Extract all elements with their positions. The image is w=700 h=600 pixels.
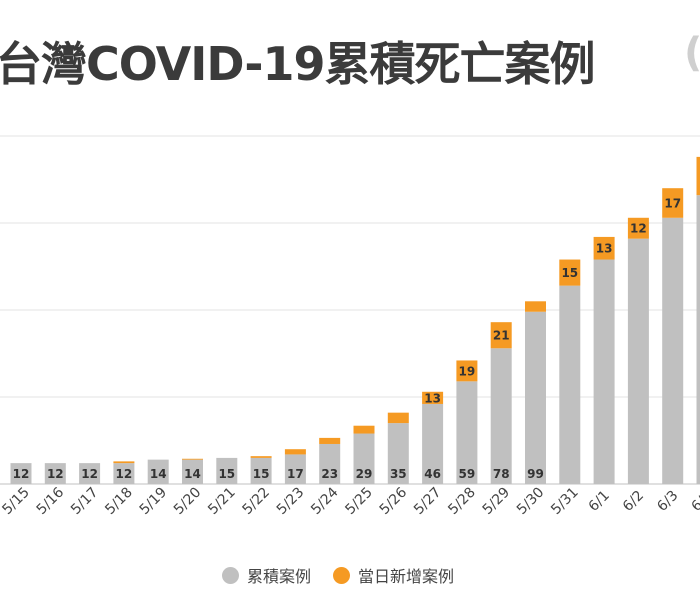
x-tick-label: 5/23 bbox=[274, 484, 308, 518]
data-label-cumulative: 17 bbox=[287, 467, 304, 481]
bar-daily-new bbox=[593, 236, 615, 260]
data-label-cumulative: 46 bbox=[424, 467, 441, 481]
x-tick-label: 5/28 bbox=[445, 484, 479, 518]
bar-cumulative bbox=[113, 463, 135, 484]
data-label-cumulative: 12 bbox=[47, 467, 64, 481]
chart-title-cutoff: ( bbox=[684, 30, 700, 76]
data-label-cumulative: 12 bbox=[13, 467, 30, 481]
bar-daily-new bbox=[182, 458, 203, 460]
bar-cumulative bbox=[456, 381, 478, 484]
legend-label-cumulative: 累積案例 bbox=[247, 567, 312, 586]
x-tick-label: 6/4 bbox=[689, 487, 700, 514]
bar-cumulative bbox=[627, 238, 649, 484]
x-tick-label: 5/22 bbox=[239, 484, 273, 518]
data-label-cumulative: 14 bbox=[150, 467, 167, 481]
bar-daily-new bbox=[113, 461, 135, 464]
data-label-cumulative: 99 bbox=[527, 467, 544, 481]
bar-daily-new bbox=[696, 156, 700, 196]
x-tick-label: 5/31 bbox=[548, 484, 582, 518]
legend-swatch-cumulative bbox=[222, 566, 239, 584]
bar-cumulative bbox=[182, 459, 203, 484]
data-label-cumulative: 14 bbox=[184, 467, 201, 481]
chart-legend: 累積案例 當日新增案例 bbox=[222, 563, 468, 587]
bar-cumulative bbox=[79, 463, 101, 484]
bar-cumulative bbox=[353, 433, 375, 484]
bar-daily-new bbox=[525, 301, 546, 312]
bar-cumulative bbox=[147, 459, 169, 484]
data-label-daily-new: 13 bbox=[596, 242, 613, 256]
bar-daily-new bbox=[250, 456, 272, 458]
bar-cumulative bbox=[216, 457, 238, 484]
bar-daily-new bbox=[319, 437, 341, 444]
data-label-cumulative: 15 bbox=[253, 467, 270, 481]
bar-daily-new bbox=[490, 322, 512, 349]
x-tick-label: 5/18 bbox=[102, 484, 136, 518]
data-label-cumulative: 12 bbox=[116, 467, 133, 481]
bar-cumulative bbox=[490, 348, 512, 484]
x-tick-label: 5/19 bbox=[137, 484, 171, 518]
stacked-bar-chart: 12 5/15 12 5/16 12 5/17 12 5/18 14 5/19 14 5/20 15 5/… bbox=[0, 135, 700, 518]
data-label-cumulative: 29 bbox=[356, 467, 373, 481]
x-tick-label: 6/1 bbox=[586, 488, 613, 515]
data-label-daily-new: 13 bbox=[424, 391, 441, 405]
bar-cumulative bbox=[422, 403, 444, 484]
x-tick-label: 5/26 bbox=[377, 484, 411, 518]
legend-swatch-daily-new bbox=[333, 566, 351, 584]
data-label-cumulative: 35 bbox=[390, 467, 407, 481]
x-tick-label: 5/30 bbox=[514, 484, 548, 518]
legend-item-daily-new: 當日新增案例 bbox=[333, 563, 454, 587]
bar-cumulative bbox=[525, 311, 546, 484]
x-tick-label: 5/29 bbox=[480, 484, 514, 518]
bar-cumulative bbox=[44, 463, 66, 484]
bar-cumulative bbox=[250, 457, 272, 484]
x-tick-label: 5/24 bbox=[308, 484, 342, 518]
chart-title: 台灣COVID-19累積死亡案例 bbox=[0, 37, 595, 91]
x-tick-label: 6/3 bbox=[654, 488, 681, 515]
bar-cumulative bbox=[696, 195, 700, 484]
bar-cumulative bbox=[559, 285, 581, 484]
data-label-cumulative: 23 bbox=[321, 467, 338, 481]
bar-daily-new bbox=[284, 449, 306, 455]
legend-label-daily-new: 當日新增案例 bbox=[358, 567, 455, 586]
data-label-daily-new: 12 bbox=[630, 222, 647, 236]
data-label-daily-new: 17 bbox=[664, 196, 681, 210]
bar-cumulative bbox=[319, 443, 341, 484]
bar-cumulative bbox=[10, 463, 32, 484]
x-tick-label: 5/16 bbox=[34, 484, 68, 518]
x-tick-label: 5/25 bbox=[342, 484, 376, 518]
bar-cumulative bbox=[284, 454, 306, 484]
data-label-daily-new: 15 bbox=[561, 266, 578, 280]
bar-daily-new bbox=[422, 391, 444, 404]
data-label-cumulative: 12 bbox=[81, 467, 98, 481]
x-tick-label: 5/27 bbox=[411, 484, 445, 518]
bar-daily-new bbox=[456, 360, 478, 382]
bar-daily-new bbox=[627, 217, 649, 239]
bar-daily-new bbox=[662, 188, 684, 218]
bar-daily-new bbox=[387, 412, 409, 424]
data-label-cumulative: 59 bbox=[459, 467, 476, 481]
data-label-cumulative: 15 bbox=[218, 467, 235, 481]
data-label-cumulative: 78 bbox=[493, 467, 510, 481]
data-label-daily-new: 19 bbox=[459, 364, 476, 378]
x-tick-label: 5/20 bbox=[171, 484, 205, 518]
bar-daily-new bbox=[353, 425, 375, 434]
bar-cumulative bbox=[593, 259, 615, 484]
x-tick-label: 5/15 bbox=[0, 484, 33, 518]
x-tick-label: 5/17 bbox=[68, 484, 102, 518]
data-label-daily-new: 21 bbox=[493, 329, 510, 343]
legend-item-cumulative: 累積案例 bbox=[222, 563, 311, 587]
bar-cumulative bbox=[387, 423, 409, 484]
x-tick-label: 5/21 bbox=[205, 484, 239, 518]
x-tick-label: 6/2 bbox=[620, 488, 647, 515]
bar-daily-new bbox=[559, 259, 581, 286]
bar-cumulative bbox=[662, 217, 684, 484]
